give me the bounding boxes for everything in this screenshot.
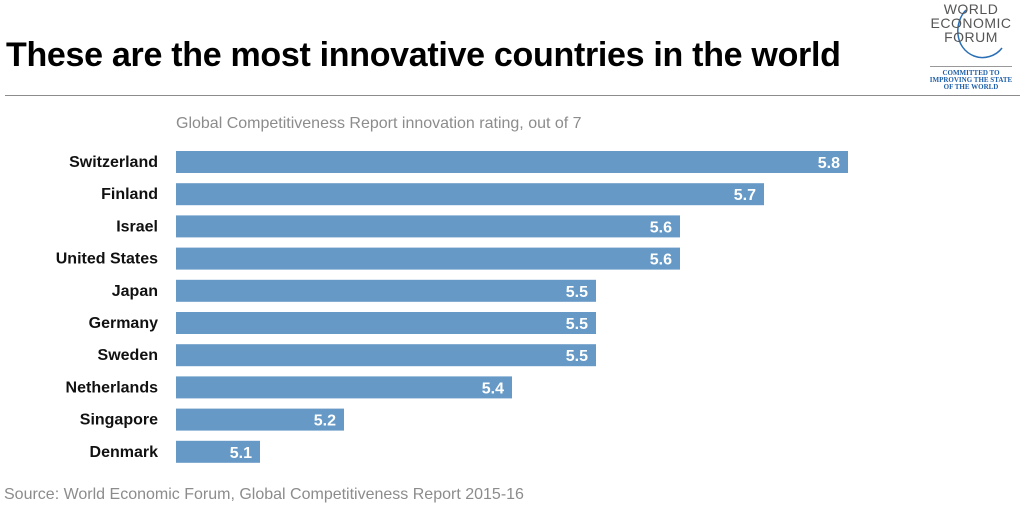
chart-subtitle: Global Competitiveness Report innovation… — [176, 115, 582, 132]
logo-tagline: COMMITTED TO IMPROVING THE STATE OF THE … — [926, 70, 1016, 91]
value-label: 5.5 — [566, 316, 588, 333]
value-label: 5.6 — [650, 219, 672, 236]
tagline-2: IMPROVING THE STATE — [929, 76, 1013, 84]
category-label: Denmark — [90, 444, 159, 461]
category-label: Switzerland — [69, 154, 158, 171]
logo-line-economic: ECONOMIC — [930, 15, 1012, 31]
tagline-3: OF THE WORLD — [943, 83, 999, 91]
logo-line-world: WORLD — [943, 1, 999, 17]
bar — [176, 247, 680, 270]
bar — [176, 183, 764, 206]
category-label: Singapore — [80, 412, 158, 429]
chart-title: These are the most innovative countries … — [6, 36, 841, 74]
value-label: 5.1 — [230, 445, 252, 462]
logo-divider — [930, 66, 1012, 67]
category-label: Israel — [116, 218, 158, 235]
bar — [176, 151, 848, 173]
value-label: 5.2 — [314, 413, 336, 430]
wef-logo-text: WORLD ECONOMIC FORUM — [926, 2, 1016, 44]
category-label: United States — [56, 251, 158, 268]
category-label: Netherlands — [66, 379, 159, 396]
wef-logo: WORLD ECONOMIC FORUM COMMITTED TO IMPROV… — [926, 2, 1016, 92]
wef-arc-icon — [957, 9, 1003, 59]
bar — [176, 408, 344, 431]
header-divider — [5, 95, 1020, 96]
category-label: Sweden — [98, 347, 158, 364]
bar — [176, 440, 260, 463]
source-note: Source: World Economic Forum, Global Com… — [4, 486, 524, 503]
value-label: 5.5 — [566, 348, 588, 365]
bar — [176, 215, 680, 238]
category-label: Germany — [89, 315, 158, 332]
tagline-1: COMMITTED TO — [942, 69, 1000, 77]
bar — [176, 312, 596, 334]
category-label: Finland — [101, 186, 158, 203]
bar — [176, 376, 512, 399]
category-label: Japan — [112, 283, 158, 300]
value-label: 5.6 — [650, 252, 672, 269]
logo-line-forum: FORUM — [944, 29, 998, 45]
bar — [176, 344, 596, 367]
bar-chart: Switzerland 5.8 Finland 5.7 Israel 5.6 United … — [56, 151, 848, 463]
bar — [176, 279, 596, 302]
value-label: 5.7 — [734, 187, 756, 204]
value-label: 5.5 — [566, 284, 588, 301]
value-label: 5.4 — [482, 380, 504, 397]
value-label: 5.8 — [818, 155, 840, 172]
